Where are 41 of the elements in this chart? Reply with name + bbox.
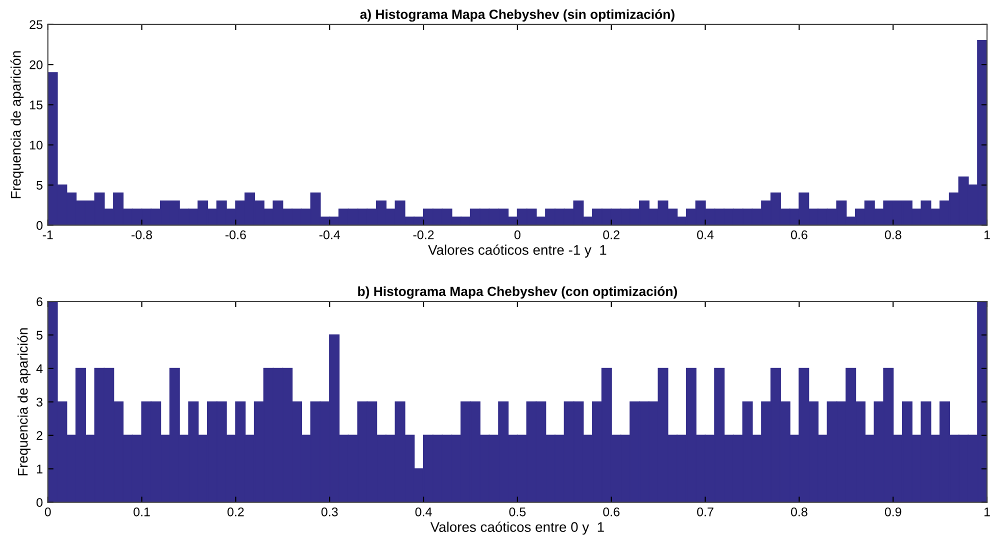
x-tick-label: 0.8 — [790, 507, 808, 516]
x-tick-label: -0.6 — [225, 230, 246, 240]
y-tick-label: 15 — [30, 100, 42, 110]
x-tick-label: 0.3 — [321, 507, 338, 516]
y-tick-label: 6 — [36, 297, 42, 306]
y-tick-label: 3 — [36, 398, 42, 407]
y-axis-title: Frequencia de aparición — [10, 51, 24, 198]
x-tick-label: -1 — [42, 230, 53, 240]
chart-title: b) Histograma Mapa Chebyshev (con optimización) — [358, 286, 677, 299]
x-tick-label: -0.2 — [413, 230, 434, 240]
x-axis-title: Valores caóticos entre -1 y 1 — [428, 244, 606, 258]
y-tick-label: 25 — [30, 20, 42, 30]
x-tick-label: 0.2 — [603, 230, 620, 240]
y-tick-label: 2 — [36, 431, 42, 440]
chart-title: a) Histograma Mapa Chebyshev (sin optimización) — [360, 9, 674, 22]
x-tick-label: 0.8 — [884, 230, 902, 240]
y-tick-label: 5 — [36, 180, 42, 190]
x-tick-label: 0.1 — [134, 507, 150, 516]
x-tick-label: 1 — [984, 508, 990, 516]
x-tick-label: 0.4 — [415, 507, 432, 516]
x-tick-label: 1 — [984, 230, 990, 240]
x-tick-label: -0.8 — [132, 230, 152, 240]
x-tick-label: 0.9 — [884, 507, 902, 516]
y-tick-label: 1 — [36, 464, 42, 474]
y-tick-label: 5 — [36, 330, 42, 340]
x-tick-label: -0.4 — [319, 230, 340, 240]
x-tick-label: 0.5 — [509, 507, 526, 516]
x-tick-label: 0.7 — [697, 507, 714, 516]
x-tick-label: 0 — [514, 230, 520, 240]
x-axis-title: Valores caóticos entre 0 y 1 — [430, 522, 604, 535]
y-tick-label: 4 — [36, 364, 43, 373]
y-axis-title: Frequencia de aparición — [17, 328, 30, 476]
x-tick-label: 0.6 — [790, 230, 808, 240]
y-tick-label: 20 — [30, 60, 43, 70]
x-tick-label: 0 — [44, 507, 51, 516]
x-tick-label: 0.6 — [603, 507, 620, 516]
y-tick-label: 0 — [36, 498, 43, 507]
x-tick-label: 0.2 — [227, 507, 244, 516]
x-tick-label: 0.4 — [697, 230, 714, 240]
y-tick-label: 10 — [30, 140, 43, 150]
y-tick-label: 0 — [36, 221, 43, 230]
